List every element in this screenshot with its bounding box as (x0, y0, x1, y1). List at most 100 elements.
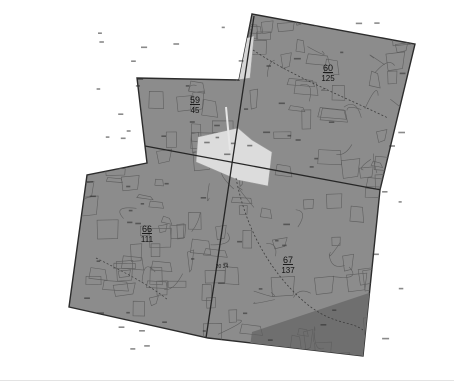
parcel (85, 275, 102, 285)
parcel (326, 193, 343, 209)
parcel (124, 56, 147, 77)
parcel (331, 85, 346, 101)
parcel (160, 215, 173, 225)
parcel-number-mark (126, 130, 131, 132)
parcel (112, 18, 134, 26)
parcel-number-mark (89, 195, 96, 198)
parcel-number-mark (185, 85, 190, 87)
parcel-number-mark (204, 141, 210, 144)
parcel-boundary (313, 326, 316, 342)
parcel (305, 53, 331, 67)
parcel (165, 131, 177, 148)
parcel-number-mark (164, 182, 169, 185)
block-number: 66 (142, 224, 152, 234)
parcel-number-mark (218, 282, 225, 284)
parcel (274, 163, 293, 178)
parcel (403, 330, 415, 347)
parcel-boundary (191, 212, 201, 232)
parcel-boundary (403, 94, 415, 100)
parcel (238, 205, 248, 215)
parcel-number-mark (131, 60, 136, 62)
parcel-number-mark (189, 121, 195, 123)
parcel (399, 124, 414, 138)
parcel-number-mark (135, 85, 140, 87)
parcel-boundary (210, 232, 230, 246)
parcel-number-mark (120, 137, 126, 140)
parcel (387, 70, 398, 85)
parcel (112, 282, 136, 297)
parcel (319, 107, 348, 123)
parcel-boundary (369, 54, 385, 65)
parcel (273, 131, 292, 139)
parcel (190, 238, 212, 255)
parcel (368, 70, 381, 89)
parcel (188, 211, 202, 230)
parcel-number-mark (84, 297, 90, 299)
parcel-number-mark (314, 157, 319, 160)
block-number: 59 (190, 95, 200, 105)
parcel (411, 237, 415, 256)
parcel (370, 160, 384, 168)
block-subnumber: 137 (281, 266, 295, 275)
parcel-number-mark (118, 326, 125, 328)
parcel-boundary (253, 290, 275, 297)
parcel (340, 158, 361, 179)
parcel (167, 14, 183, 31)
block-subnumber: 111 (141, 235, 154, 244)
parcel-boundary (300, 84, 312, 102)
parcel-number-mark (221, 26, 225, 29)
parcel-boundary (253, 299, 275, 304)
parcel-number-mark (398, 131, 405, 134)
parcel (239, 323, 264, 336)
access-lane (225, 106, 231, 151)
parcel (376, 129, 388, 143)
parcel (301, 109, 312, 130)
parcel-number-mark (135, 222, 141, 225)
parcel-number-mark (86, 181, 93, 183)
parcel (105, 149, 117, 166)
parcel-number-mark (223, 262, 228, 265)
parcel (324, 58, 340, 76)
parcel-number-mark (98, 32, 102, 34)
parcel (200, 42, 217, 57)
block-subnumber: 45 (191, 106, 200, 115)
parcel-number-mark (224, 153, 231, 156)
parcel (276, 22, 295, 32)
parcel (201, 99, 219, 118)
parcel (113, 262, 136, 269)
parcel (169, 224, 187, 240)
parcel (303, 329, 314, 351)
parcel-number-mark (266, 65, 271, 67)
parcel (341, 352, 351, 356)
parcel (136, 194, 154, 201)
parcel (169, 67, 181, 77)
parcel-number-mark (287, 134, 292, 137)
parcel (409, 103, 415, 123)
parcel (383, 200, 412, 215)
parcel-boundary (364, 90, 379, 109)
parcel (148, 90, 164, 109)
parcel-boundary (217, 319, 242, 335)
parcel (413, 18, 415, 28)
parcel (96, 219, 119, 240)
parcel-number-mark (398, 287, 404, 290)
parcel (170, 55, 180, 65)
parcel (119, 344, 129, 356)
parcel (259, 207, 273, 219)
parcel-boundary (307, 46, 325, 55)
block-label-59: 59 45 (190, 95, 200, 115)
block-boundary (205, 15, 255, 339)
parcel-boundary (266, 243, 277, 257)
parcel-number-mark (247, 144, 253, 147)
parcel (149, 227, 172, 248)
parcel-boundary (130, 105, 138, 115)
parcel (404, 226, 415, 236)
parcel-number-mark (127, 221, 133, 224)
parcel-number-mark (382, 337, 390, 340)
parcel-number-mark (137, 78, 144, 80)
parcel-boundary (374, 62, 395, 73)
parcel (72, 134, 90, 151)
parcel-number-mark (128, 209, 133, 212)
parcel (286, 78, 315, 88)
